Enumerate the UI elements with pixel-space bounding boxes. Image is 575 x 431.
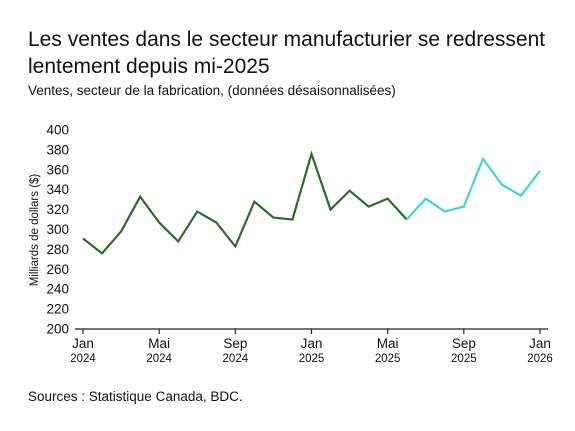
y-tick-label: 220 [46, 302, 69, 317]
y-tick-label: 280 [46, 242, 69, 257]
y-tick-label: 200 [46, 322, 69, 337]
y-tick-label: 340 [46, 182, 69, 197]
chart-subtitle: Ventes, secteur de la fabrication, (donn… [28, 83, 396, 98]
y-tick-label: 360 [46, 162, 69, 177]
x-tick-year: 2024 [146, 353, 172, 365]
y-axis: 200 220 240 260 280 300 320 340 360 380 400 [46, 123, 69, 337]
y-tick-label: 300 [46, 222, 69, 237]
y-tick-label: 380 [46, 142, 69, 157]
y-tick-label: 260 [46, 262, 69, 277]
x-tick-year: 2025 [451, 353, 477, 365]
y-tick-label: 240 [46, 282, 69, 297]
x-tick-month: Mai [377, 336, 399, 351]
x-tick-year: 2024 [223, 353, 249, 365]
x-tick-year: 2024 [70, 353, 96, 365]
x-tick-year: 2026 [527, 353, 553, 365]
x-tick-month: Jan [529, 336, 551, 351]
x-tick-month: Jan [301, 336, 323, 351]
x-tick-year: 2025 [299, 353, 325, 365]
x-tick-month: Mai [148, 336, 170, 351]
series-line-1 [82, 150, 408, 255]
y-tick-label: 320 [46, 202, 69, 217]
chart-title: Les ventes dans le secteur manufacturier… [28, 28, 546, 78]
x-tick-month: Sep [452, 336, 476, 351]
x-axis: Jan 2024 Mai 2024 Sep 2024 Jan 2025 Mai 2025 Sep 20… [70, 328, 553, 365]
y-tick-label: 400 [46, 123, 69, 138]
x-tick-month: Jan [72, 336, 94, 351]
source-note: Sources : Statistique Canada, BDC. [28, 389, 243, 404]
y-axis-label: Milliards de dollars ($) [29, 174, 41, 287]
series-layer [82, 150, 541, 255]
x-tick-month: Sep [223, 336, 247, 351]
series-line-2 [405, 156, 541, 221]
x-tick-year: 2025 [375, 353, 401, 365]
